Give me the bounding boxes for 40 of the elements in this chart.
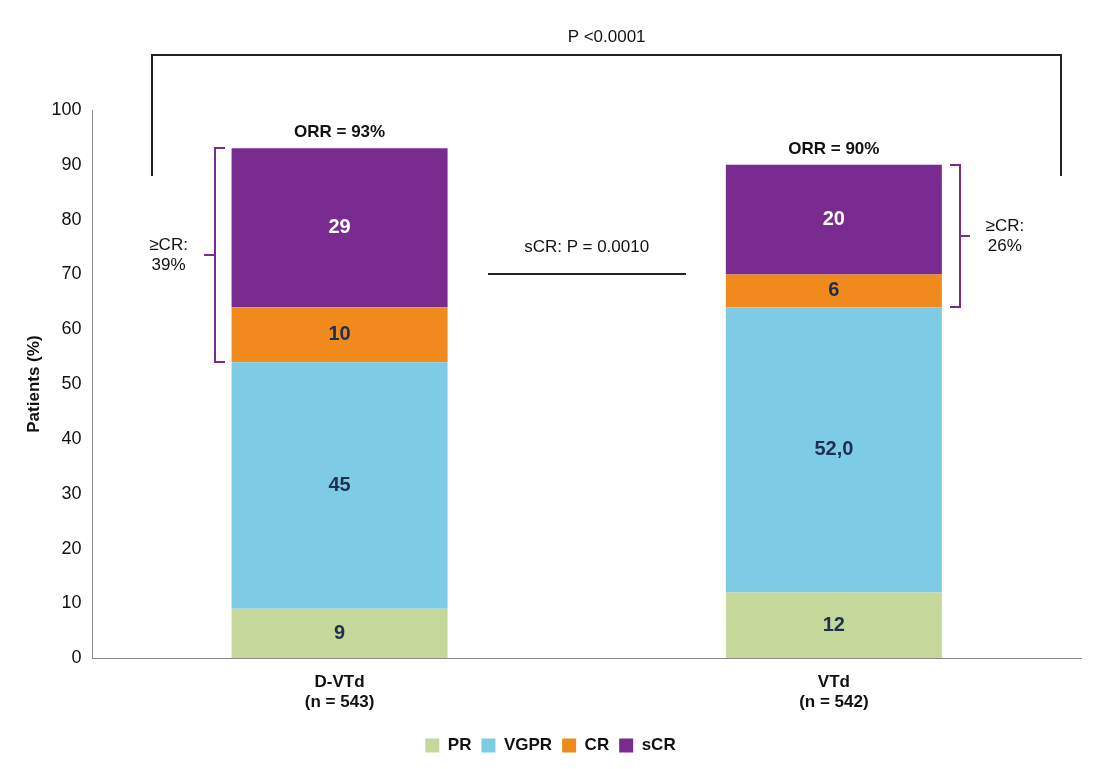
bar: [725, 592, 942, 659]
legend-label: VGPR: [503, 735, 553, 755]
data-label: 52,0: [814, 437, 854, 460]
x-tick-label: D-VTd (n = 543): [304, 672, 375, 712]
y-tick-label: 70: [61, 263, 82, 284]
y-tick-label: 0: [71, 647, 82, 668]
y-tick-label: 90: [61, 153, 82, 174]
x-tick-label: VTd (n = 542): [799, 672, 869, 712]
bar: [725, 307, 942, 593]
y-tick-label: 50: [61, 373, 82, 394]
bar: [725, 164, 942, 275]
y-axis-title: Patients (%): [23, 335, 43, 433]
bar: [231, 148, 448, 308]
bar: [231, 307, 448, 363]
y-tick-label: 30: [61, 482, 82, 503]
data-label: 6: [828, 278, 840, 301]
annotation: sCR: P = 0.0010: [524, 236, 650, 256]
y-tick-label: 10: [61, 592, 82, 613]
annotation: ≥CR: 39%: [149, 234, 188, 274]
data-label: 9: [334, 621, 346, 644]
bar: [231, 362, 448, 609]
data-label: 45: [328, 473, 351, 496]
bar: [725, 274, 942, 308]
annotation: ORR = 90%: [788, 138, 880, 158]
y-tick-label: 40: [61, 427, 82, 448]
data-label: 10: [328, 322, 351, 345]
bar: [231, 608, 448, 659]
legend-label: sCR: [641, 735, 676, 755]
y-tick-label: 20: [61, 537, 82, 558]
legend-label: CR: [584, 735, 610, 755]
annotation: ≥CR: 26%: [985, 215, 1025, 255]
y-tick-label: 80: [61, 208, 82, 229]
legend-label: PR: [447, 735, 472, 755]
data-label: 12: [822, 612, 845, 635]
y-tick-label: 100: [51, 98, 82, 119]
data-label: 20: [822, 207, 845, 230]
text: P <0.0001: [567, 26, 646, 46]
data-label: 29: [328, 215, 351, 238]
y-tick-label: 60: [61, 318, 82, 339]
annotation: ORR = 93%: [293, 122, 386, 142]
